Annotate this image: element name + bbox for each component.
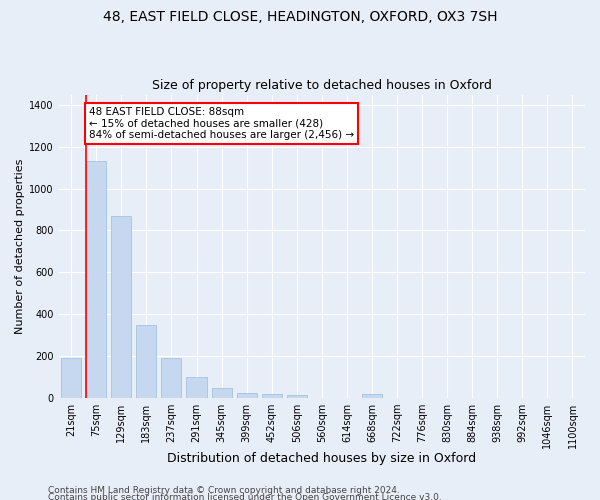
Bar	[362, 394, 382, 398]
Text: Contains public sector information licensed under the Open Government Licence v3: Contains public sector information licen…	[48, 494, 442, 500]
Bar	[161, 358, 181, 398]
Bar	[111, 216, 131, 398]
Bar	[262, 394, 282, 398]
Bar	[61, 358, 81, 398]
Title: Size of property relative to detached houses in Oxford: Size of property relative to detached ho…	[152, 79, 492, 92]
Bar	[136, 324, 157, 398]
Bar	[86, 162, 106, 398]
X-axis label: Distribution of detached houses by size in Oxford: Distribution of detached houses by size …	[167, 452, 476, 465]
Text: Contains HM Land Registry data © Crown copyright and database right 2024.: Contains HM Land Registry data © Crown c…	[48, 486, 400, 495]
Y-axis label: Number of detached properties: Number of detached properties	[15, 158, 25, 334]
Text: 48 EAST FIELD CLOSE: 88sqm
← 15% of detached houses are smaller (428)
84% of sem: 48 EAST FIELD CLOSE: 88sqm ← 15% of deta…	[89, 107, 354, 140]
Bar	[187, 377, 206, 398]
Bar	[236, 393, 257, 398]
Bar	[287, 395, 307, 398]
Bar	[212, 388, 232, 398]
Text: 48, EAST FIELD CLOSE, HEADINGTON, OXFORD, OX3 7SH: 48, EAST FIELD CLOSE, HEADINGTON, OXFORD…	[103, 10, 497, 24]
